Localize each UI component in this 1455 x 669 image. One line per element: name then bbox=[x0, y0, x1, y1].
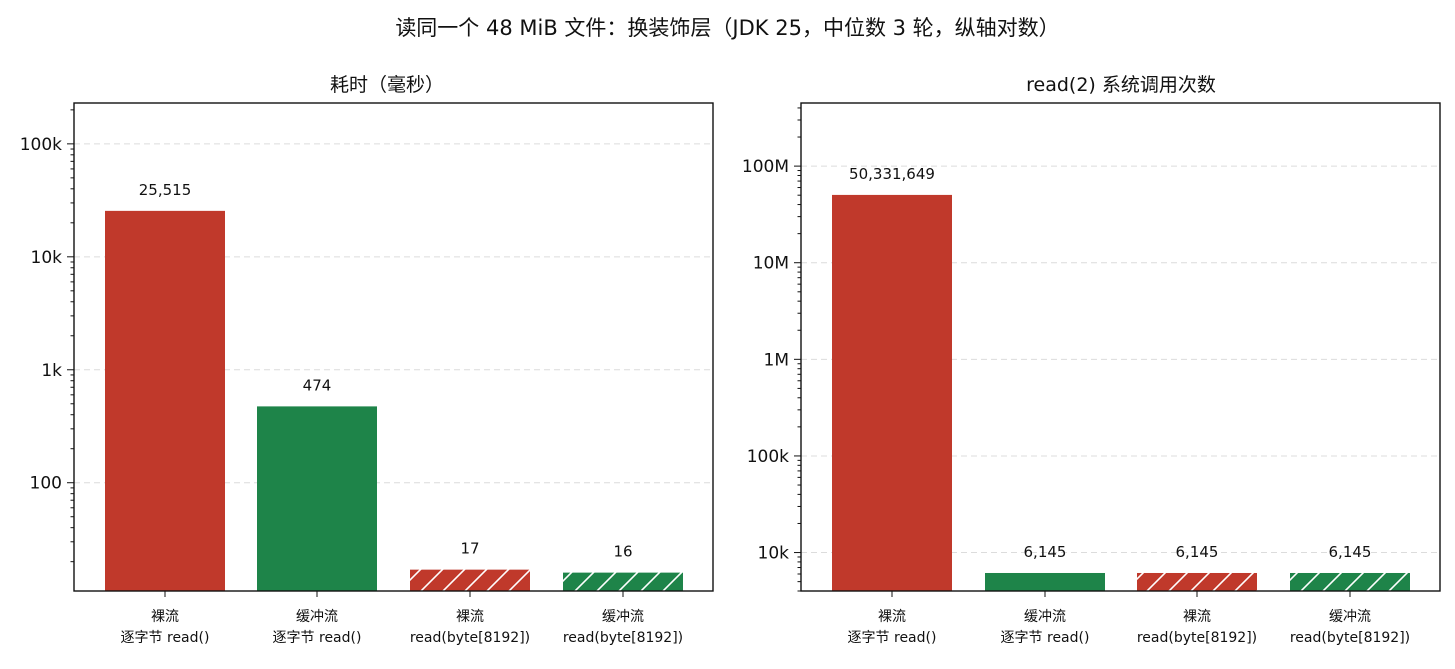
category-label: 缓冲流 bbox=[602, 609, 644, 625]
bar bbox=[257, 406, 377, 591]
panel-title: 耗时（毫秒） bbox=[330, 74, 444, 96]
category-label: read(byte[8192]) bbox=[410, 630, 530, 646]
category-label: read(byte[8192]) bbox=[1290, 630, 1410, 646]
category-label: 逐字节 read() bbox=[848, 630, 937, 646]
category-label: 逐字节 read() bbox=[121, 630, 210, 646]
axes-frame bbox=[73, 102, 714, 592]
axes-frame bbox=[800, 102, 1441, 592]
bar bbox=[410, 569, 530, 591]
category-label: 裸流 bbox=[151, 609, 179, 625]
data-label: 17 bbox=[460, 540, 479, 558]
bar bbox=[1290, 572, 1410, 591]
ytick-label: 10M bbox=[753, 254, 789, 274]
data-label: 474 bbox=[303, 376, 332, 394]
category-label: 裸流 bbox=[456, 609, 484, 625]
category-label: 缓冲流 bbox=[1329, 609, 1371, 625]
data-label: 6,145 bbox=[1329, 543, 1372, 561]
category-label: 逐字节 read() bbox=[1001, 630, 1090, 646]
ytick-label: 100M bbox=[742, 157, 789, 177]
category-label: 缓冲流 bbox=[296, 609, 338, 625]
data-label: 25,515 bbox=[139, 181, 192, 199]
ytick-label: 100 bbox=[30, 474, 62, 494]
panel-2: read(2) 系统调用次数 10k 100k 1M 10M 100M 50,331,649… bbox=[742, 74, 1441, 646]
ytick-label: 10k bbox=[31, 248, 63, 268]
data-label: 6,145 bbox=[1024, 543, 1067, 561]
ytick-label: 1M bbox=[764, 350, 789, 370]
category-label: 裸流 bbox=[1183, 609, 1211, 625]
category-label: read(byte[8192]) bbox=[563, 630, 683, 646]
bar bbox=[1137, 572, 1257, 591]
data-label: 16 bbox=[613, 543, 632, 561]
panel-title: read(2) 系统调用次数 bbox=[1026, 74, 1216, 96]
category-label: 缓冲流 bbox=[1024, 609, 1066, 625]
bar bbox=[563, 572, 683, 591]
category-label: 逐字节 read() bbox=[273, 630, 362, 646]
ytick-label: 100k bbox=[20, 135, 62, 155]
ytick-label: 1k bbox=[41, 361, 62, 381]
category-label: 裸流 bbox=[878, 609, 906, 625]
bar bbox=[105, 210, 225, 591]
ytick-label: 10k bbox=[758, 544, 790, 564]
ytick-label: 100k bbox=[747, 447, 789, 467]
bar bbox=[832, 194, 952, 592]
data-label: 50,331,649 bbox=[849, 165, 935, 183]
figure-title: 读同一个 48 MiB 文件：换装饰层（JDK 25，中位数 3 轮，纵轴对数） bbox=[395, 16, 1060, 40]
bar bbox=[985, 572, 1105, 591]
data-label: 6,145 bbox=[1176, 543, 1219, 561]
category-label: read(byte[8192]) bbox=[1137, 630, 1257, 646]
